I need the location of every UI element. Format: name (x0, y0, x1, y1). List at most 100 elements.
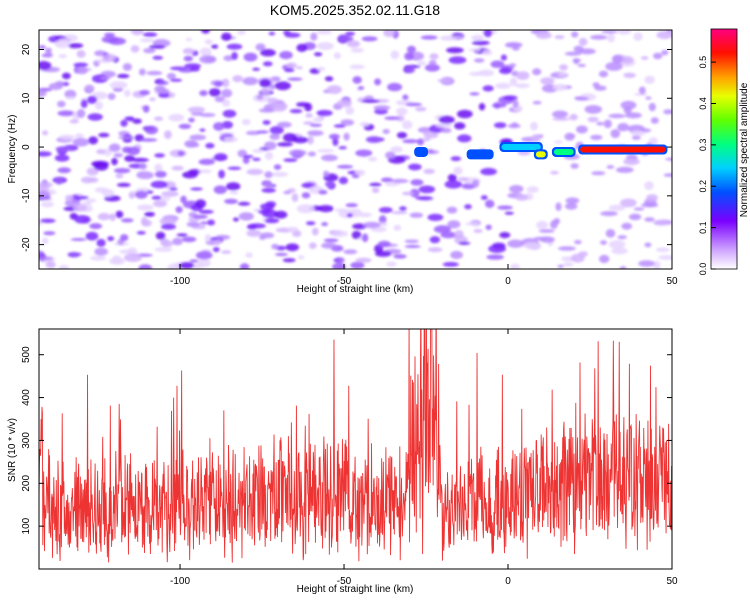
spectrogram-blob (284, 32, 301, 38)
spectrogram-blob (199, 209, 214, 214)
spectrogram-blob (264, 151, 274, 161)
spectrogram-blob (154, 153, 165, 158)
spectrogram-blob (423, 131, 439, 139)
spectrogram-blob (345, 31, 355, 36)
spectrogram-blob (124, 155, 135, 162)
spectrogram-blob (189, 134, 207, 141)
spectrogram-blob (205, 142, 215, 149)
spectrogram-blob (571, 253, 585, 263)
spectrogram-blob (199, 90, 208, 97)
spectrogram-blob (296, 43, 308, 53)
spectrogram-blob (446, 47, 464, 54)
spectrogram-blob (334, 208, 348, 212)
spectrogram-blob (212, 239, 221, 246)
y-tick-label: 100 (21, 517, 32, 534)
spectrogram-blob (187, 106, 206, 114)
spectrogram-blob (120, 119, 128, 127)
spectrogram-blob (607, 33, 615, 43)
spectrogram-blob (478, 69, 495, 77)
spectrogram-blob (317, 66, 326, 72)
spectrogram-blob (241, 119, 251, 126)
spectrogram-blob (274, 81, 291, 91)
spectrogram-blob (252, 157, 261, 161)
spectrogram-blob (334, 257, 345, 264)
spectrogram-blob (391, 178, 409, 184)
spectrogram-blob (57, 110, 75, 117)
spectrogram-blob (386, 261, 397, 267)
spectrogram-blob (39, 218, 56, 223)
spectrogram-blob (199, 128, 206, 132)
spectrogram-blob (323, 170, 330, 177)
ridge-segment (416, 148, 427, 155)
spectrogram-blob (355, 257, 372, 263)
spectrogram-blob (617, 123, 630, 132)
spectrogram-blob (665, 157, 672, 161)
spectrogram-blob (367, 156, 378, 162)
spectrogram-blob (45, 261, 56, 269)
page-title: KOM5.2025.352.02.11.G18 (269, 2, 441, 18)
spectrogram-blob (214, 81, 223, 87)
spectrogram-blob (242, 156, 250, 164)
spectrogram-blob (171, 165, 184, 171)
spectrogram-blob (516, 71, 530, 80)
spectrogram-blob (438, 115, 455, 124)
spectrogram-blob (633, 32, 643, 41)
spectrogram-blob (76, 66, 88, 75)
ridge-segment (553, 148, 574, 155)
spectrogram-blob (276, 142, 293, 147)
spectrogram-blob (189, 259, 199, 263)
spectrogram-blob (175, 206, 183, 214)
spectrogram-blob (184, 63, 202, 69)
spectrogram-blob (130, 45, 140, 53)
spectrogram-blob (540, 77, 555, 85)
spectrogram-blob (377, 240, 391, 248)
spectrogram-blob (226, 182, 241, 191)
spectrogram-blob (136, 231, 146, 235)
spectrogram-blob (161, 195, 171, 202)
spectrogram-blob (653, 52, 663, 60)
spectrogram-blob (109, 257, 125, 265)
spectrogram-blob (378, 207, 393, 213)
spectrogram-blob (644, 217, 655, 222)
spectrogram-blob (154, 247, 173, 252)
spectrogram-blob (617, 235, 627, 240)
spectrogram-blob (149, 45, 166, 49)
spectrogram-blob (181, 236, 197, 243)
spectrogram-blob (97, 212, 111, 221)
spectrogram-blob (86, 167, 99, 176)
spectrogram-blob (143, 48, 156, 54)
spectrogram-blob (416, 138, 425, 146)
spectrogram-blob (224, 136, 238, 143)
spectrogram-blob (291, 193, 299, 203)
spectrogram-blob (76, 109, 86, 118)
spectrogram-blob (605, 229, 616, 238)
spectrogram-blob (488, 244, 506, 253)
spectrogram-blob (482, 85, 494, 92)
spectrogram-blob (207, 219, 215, 226)
spectrogram-blob (155, 231, 166, 240)
spectrogram-blob (447, 174, 457, 182)
spectrogram-blob (297, 255, 305, 260)
x-tick-label: 50 (666, 576, 678, 587)
spectrogram-blob (594, 85, 607, 91)
spectrogram-x-ticks: -100 -50 0 50 (170, 264, 678, 287)
spectrogram-blob (318, 189, 328, 195)
spectrogram-blob (264, 182, 273, 188)
spectrogram-blob (275, 252, 288, 257)
spectrogram-blob (58, 264, 70, 269)
spectrogram-blob (213, 122, 225, 131)
spectrogram-blob (139, 38, 155, 43)
spectrogram-blob (440, 35, 458, 41)
ridge-signal (414, 142, 668, 160)
ridge-segment (535, 151, 546, 158)
spectrogram-blob (401, 120, 413, 130)
spectrogram-blob (260, 87, 271, 95)
ridge-segment (501, 144, 541, 151)
spectrogram-blob (343, 132, 350, 141)
spectrogram-blob (313, 117, 324, 123)
spectrogram-blob (345, 106, 355, 115)
spectrogram-blob (442, 262, 459, 267)
spectrogram-blob (440, 128, 452, 133)
spectrogram-blob (233, 217, 239, 222)
